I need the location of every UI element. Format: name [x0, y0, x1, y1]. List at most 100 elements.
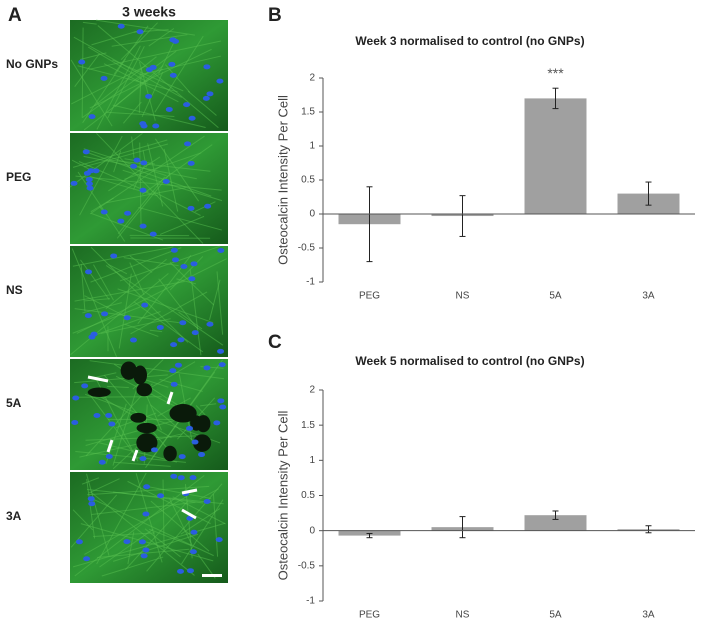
nucleus	[170, 381, 178, 387]
arrow	[131, 449, 139, 462]
x-tick-label: PEG	[359, 291, 380, 302]
fiber	[72, 522, 226, 568]
arrow	[181, 488, 198, 495]
fiber	[77, 65, 178, 93]
nucleus	[219, 404, 227, 410]
x-tick-label: 3A	[642, 291, 655, 302]
row-label: No GNPs	[6, 57, 58, 71]
nucleus	[84, 269, 92, 275]
nucleus	[152, 123, 160, 129]
fiber	[111, 34, 188, 47]
fiber	[96, 132, 204, 244]
nucleus	[180, 263, 188, 269]
fiber	[82, 302, 122, 314]
nucleus	[177, 337, 185, 343]
fiber	[212, 493, 219, 557]
fiber	[91, 29, 142, 46]
fiber	[106, 187, 186, 204]
fiber	[144, 528, 181, 558]
nucleus	[206, 321, 214, 327]
fiber	[100, 318, 171, 335]
y-axis-label: Osteocalcin Intensity Per Cell	[275, 410, 290, 580]
y-tick-label: 0.5	[301, 490, 315, 501]
nucleus	[129, 337, 137, 343]
fiber	[112, 59, 184, 92]
fiber	[162, 479, 165, 551]
fiber	[112, 104, 206, 128]
nucleus	[190, 261, 198, 267]
nucleus	[170, 473, 178, 479]
fiber	[154, 35, 204, 113]
nucleus	[72, 395, 80, 401]
fiber	[117, 176, 166, 235]
x-tick-label: 5A	[549, 291, 562, 302]
y-tick-label: 1	[309, 455, 315, 466]
nucleus	[87, 496, 95, 502]
fiber	[70, 273, 169, 355]
nucleus	[206, 91, 214, 97]
dark-area	[193, 434, 212, 452]
panel-label: C	[268, 332, 282, 353]
fiber	[83, 143, 169, 168]
nucleus	[203, 498, 211, 504]
fiber	[79, 135, 123, 216]
fiber	[127, 531, 135, 565]
fiber	[154, 138, 200, 202]
bar	[524, 98, 587, 214]
nucleus	[123, 539, 131, 545]
x-tick-label: PEG	[359, 610, 380, 621]
nucleus	[145, 93, 153, 99]
fiber	[96, 45, 141, 130]
fiber	[209, 279, 221, 321]
fiber	[101, 556, 164, 577]
fiber	[138, 61, 156, 121]
fiber	[147, 143, 164, 207]
fiber	[148, 528, 192, 547]
fiber	[124, 323, 159, 337]
fiber	[88, 478, 120, 494]
fiber	[84, 495, 188, 555]
nucleus	[124, 210, 132, 216]
nucleus	[82, 149, 90, 155]
y-tick-label: 0.5	[301, 175, 315, 186]
y-tick-label: 2	[309, 73, 315, 84]
fiber	[81, 477, 100, 485]
nucleus	[86, 185, 94, 191]
nucleus	[140, 160, 148, 166]
fiber	[112, 533, 199, 562]
fiber	[78, 161, 149, 193]
nucleus	[191, 439, 199, 445]
arrow	[181, 508, 197, 520]
fiber	[163, 148, 179, 212]
nucleus	[87, 168, 95, 174]
nucleus	[174, 362, 182, 368]
nucleus	[136, 29, 144, 35]
fiber	[107, 385, 129, 388]
bar	[524, 515, 587, 531]
nucleus	[142, 547, 150, 553]
dark-area	[120, 361, 137, 380]
nucleus	[151, 447, 159, 453]
fiber	[138, 206, 222, 231]
dark-area	[130, 412, 147, 423]
fiber	[93, 532, 155, 538]
panel-label: B	[268, 5, 282, 26]
nucleus	[187, 160, 195, 166]
fiber	[91, 501, 196, 516]
fiber	[72, 246, 174, 267]
fiber	[107, 45, 145, 119]
nucleus	[117, 218, 125, 224]
fiber	[81, 27, 84, 118]
nucleus	[189, 475, 197, 481]
fiber	[87, 485, 210, 496]
y-tick-label: 1.5	[301, 420, 315, 431]
dark-area	[196, 415, 211, 433]
fiber	[108, 156, 161, 192]
fiber	[118, 273, 132, 349]
fiber	[82, 21, 97, 25]
nucleus	[217, 248, 225, 254]
fiber	[73, 36, 182, 98]
nucleus	[203, 365, 211, 371]
nucleus	[215, 537, 223, 543]
